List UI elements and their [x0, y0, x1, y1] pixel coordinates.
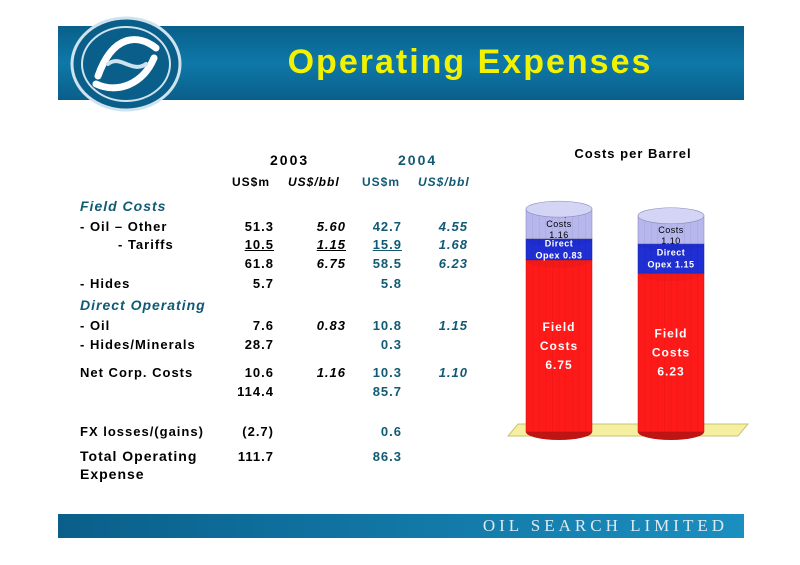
- data-label: 6.75: [545, 358, 572, 372]
- cell-m03: 7.6: [252, 318, 274, 333]
- cell-m03: 28.7: [244, 337, 274, 352]
- series-label: Direct: [657, 247, 686, 257]
- row-label: - Hides/Minerals: [80, 337, 196, 352]
- year-2003: 2003: [270, 152, 310, 168]
- oil-search-logo-icon: [70, 16, 182, 112]
- cell-b04: 4.55: [438, 219, 468, 234]
- cell-m04: 0.6: [380, 424, 402, 439]
- cell-b04: 1.68: [438, 237, 468, 252]
- cell-m04: 5.8: [380, 276, 402, 291]
- series-label: Opex 1.15: [647, 259, 694, 269]
- row-label: - Hides: [80, 276, 131, 291]
- cell-m04: 86.3: [372, 449, 402, 464]
- cell-m03: 5.7: [252, 276, 274, 291]
- cell-b04: 1.10: [438, 365, 468, 380]
- row-label: FX losses/(gains): [80, 424, 204, 439]
- cell-m03: 111.7: [237, 449, 274, 464]
- cell-m03: 61.8: [244, 256, 274, 271]
- section-field-costs: Field Costs: [80, 198, 167, 214]
- series-label: Direct: [545, 238, 574, 248]
- cell-m03: 51.3: [244, 219, 274, 234]
- cell-m04: 85.7: [372, 384, 402, 399]
- cell-m03: 10.6: [244, 365, 274, 380]
- cell-m04: 58.5: [372, 256, 402, 271]
- cell-m04: 10.3: [372, 365, 402, 380]
- series-label: Field: [542, 320, 575, 334]
- cell-b03: 5.60: [316, 219, 346, 234]
- cell-m04: 0.3: [380, 337, 402, 352]
- row-label: Net Corp. Costs: [80, 365, 194, 380]
- cell-b03: 1.15: [316, 237, 346, 252]
- data-label: 1.10: [661, 236, 681, 246]
- col-usbbl-2003: US$/bbl: [288, 175, 340, 189]
- data-label: 1.16: [549, 230, 569, 240]
- section-direct-operating: Direct Operating: [80, 297, 206, 313]
- page-title: Operating Expenses: [287, 43, 653, 81]
- chart-title: Costs per Barrel: [574, 146, 692, 161]
- series-label: Opex 0.83: [535, 250, 582, 260]
- series-label: Costs: [540, 339, 578, 353]
- footer-company-name: OIL SEARCH LIMITED: [482, 516, 728, 535]
- data-label: 6.23: [657, 365, 684, 379]
- cell-m04: 42.7: [372, 219, 402, 234]
- cell-m03: (2.7): [242, 424, 274, 439]
- series-label: Costs: [546, 219, 572, 229]
- footer-banner: OIL SEARCH LIMITED: [58, 514, 744, 538]
- col-usm-2004: US$m: [362, 175, 401, 189]
- bar-top: [525, 200, 593, 218]
- col-usm-2003: US$m: [232, 175, 271, 189]
- row-label: - Oil – Other: [80, 219, 168, 234]
- cell-m03: 114.4: [237, 384, 274, 399]
- cell-b03: 6.75: [316, 256, 346, 271]
- series-label: Field: [654, 327, 687, 341]
- cell-m04: 15.9: [372, 237, 402, 252]
- cell-m04: 10.8: [372, 318, 402, 333]
- col-usbbl-2004: US$/bbl: [418, 175, 470, 189]
- cell-b03: 1.16: [316, 365, 346, 380]
- row-label: Total Operating Expense: [80, 448, 198, 482]
- year-2004: 2004: [398, 152, 438, 168]
- cell-b03: 0.83: [316, 318, 346, 333]
- row-label: - Tariffs: [118, 237, 174, 252]
- cell-b04: 6.23: [438, 256, 468, 271]
- series-label: Costs: [658, 225, 684, 235]
- row-label: - Oil: [80, 318, 111, 333]
- cell-b04: 1.15: [438, 318, 468, 333]
- series-label: Costs: [652, 346, 690, 360]
- cell-m03: 10.5: [244, 237, 274, 252]
- bar-top: [637, 207, 705, 225]
